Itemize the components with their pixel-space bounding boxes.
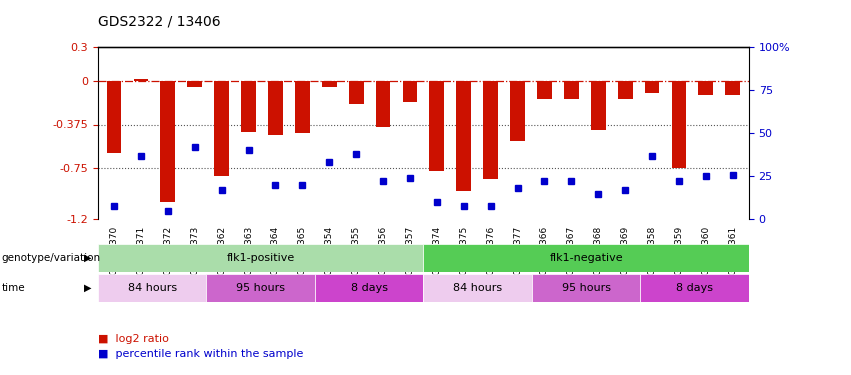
Bar	[537, 81, 551, 99]
Bar	[725, 81, 740, 95]
Bar	[510, 81, 525, 141]
Text: GDS2322 / 13406: GDS2322 / 13406	[98, 14, 220, 28]
Bar	[315, 274, 424, 302]
Text: flk1-positive: flk1-positive	[226, 253, 294, 263]
Text: ▶: ▶	[83, 253, 91, 263]
Bar	[532, 274, 641, 302]
Bar	[591, 81, 606, 130]
Text: ■  percentile rank within the sample: ■ percentile rank within the sample	[98, 350, 303, 359]
Bar	[456, 81, 471, 190]
Bar	[98, 244, 424, 272]
Text: genotype/variation: genotype/variation	[2, 253, 100, 263]
Bar	[187, 81, 202, 87]
Bar	[214, 81, 229, 176]
Text: 8 days: 8 days	[677, 283, 713, 293]
Bar	[295, 81, 310, 133]
Text: ▶: ▶	[83, 283, 91, 293]
Bar	[403, 81, 417, 102]
Text: 84 hours: 84 hours	[128, 283, 177, 293]
Bar	[430, 81, 444, 171]
Bar	[645, 81, 660, 93]
Bar	[564, 81, 579, 99]
Bar	[134, 79, 148, 81]
Bar	[618, 81, 632, 99]
Text: 95 hours: 95 hours	[236, 283, 285, 293]
Bar	[322, 81, 337, 87]
Bar	[483, 81, 498, 179]
Bar	[98, 274, 206, 302]
Bar	[206, 274, 315, 302]
Bar	[241, 81, 256, 132]
Bar	[375, 81, 391, 128]
Bar	[671, 81, 687, 168]
Text: ■  log2 ratio: ■ log2 ratio	[98, 334, 168, 344]
Bar	[699, 81, 713, 95]
Text: flk1-negative: flk1-negative	[549, 253, 623, 263]
Bar	[160, 81, 175, 202]
Bar	[268, 81, 283, 135]
Bar	[349, 81, 363, 104]
Text: 8 days: 8 days	[351, 283, 387, 293]
Bar	[424, 244, 749, 272]
Text: time: time	[2, 283, 26, 293]
Text: 84 hours: 84 hours	[453, 283, 502, 293]
Text: 95 hours: 95 hours	[562, 283, 611, 293]
Bar	[424, 274, 532, 302]
Bar	[641, 274, 749, 302]
Bar	[106, 81, 122, 153]
